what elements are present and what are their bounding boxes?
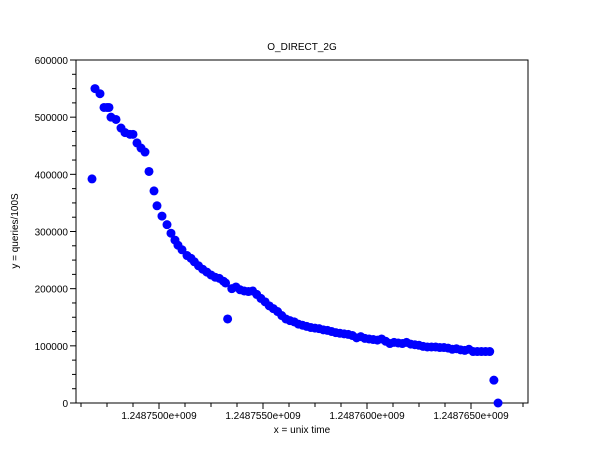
- data-point: [157, 211, 167, 221]
- data-point: [140, 147, 150, 157]
- y-tick-label: 400000: [35, 170, 69, 181]
- x-tick-label: 1.2487500e+009: [121, 411, 197, 422]
- data-point: [149, 186, 159, 196]
- data-point: [128, 129, 138, 139]
- data-point: [162, 220, 172, 230]
- data-point: [87, 174, 97, 184]
- data-point: [223, 314, 233, 324]
- data-point: [111, 114, 121, 124]
- data-point: [95, 89, 105, 99]
- y-axis: 0 100000 200000 300000 400000 500000 600000: [35, 56, 76, 410]
- y-tick-label: 100000: [35, 342, 69, 353]
- y-tick-label: 200000: [35, 285, 69, 296]
- data-points: [87, 84, 503, 408]
- y-axis-label: y = queries/100S: [10, 193, 21, 269]
- x-tick-label: 1.2487650e+009: [433, 411, 509, 422]
- data-point: [104, 102, 114, 112]
- data-point: [152, 201, 162, 211]
- x-tick-label: 1.2487600e+009: [329, 411, 405, 422]
- y-tick-label: 0: [62, 399, 68, 410]
- y-tick-label: 500000: [35, 113, 69, 124]
- y-tick-label: 600000: [35, 56, 69, 67]
- x-tick-label: 1.2487550e+009: [225, 411, 301, 422]
- data-point: [489, 375, 499, 385]
- data-point: [144, 166, 154, 176]
- chart-title: O_DIRECT_2G: [267, 42, 337, 53]
- data-point: [493, 398, 503, 408]
- data-point: [221, 278, 231, 288]
- data-point: [485, 347, 495, 357]
- x-axis-label: x = unix time: [274, 425, 331, 436]
- x-axis: 1.2487500e+009 1.2487550e+009 1.2487600e+0…: [80, 403, 524, 422]
- y-tick-label: 300000: [35, 228, 69, 239]
- data-point: [166, 228, 176, 238]
